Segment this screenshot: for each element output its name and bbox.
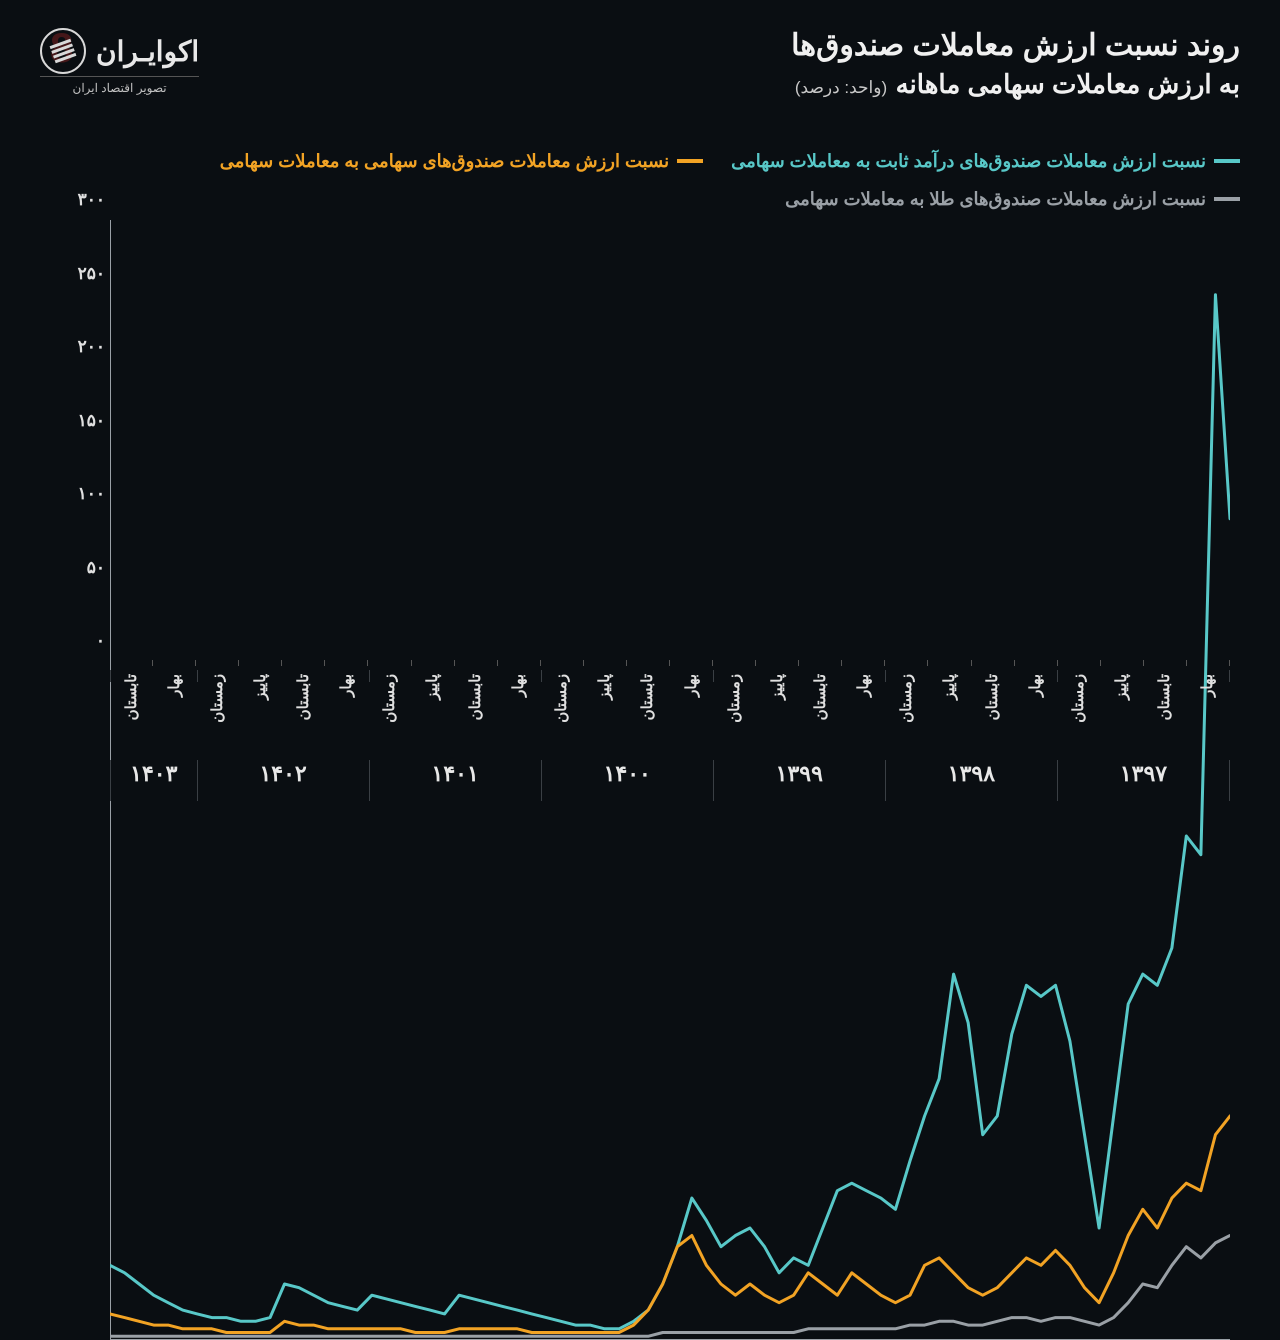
season-label: تابستان (110, 674, 153, 744)
season-label: زمستان (885, 674, 928, 744)
season-label: تابستان (799, 674, 842, 744)
legend-swatch (1214, 159, 1240, 163)
season-label: پاییز (584, 674, 627, 744)
year-label: ۱۳۹۹ (714, 761, 886, 801)
title-line-1: روند نسبت ارزش معاملات صندوق‌ها (791, 28, 1240, 63)
legend-swatch (677, 159, 703, 163)
logo-tagline: تصویر اقتصاد ایران (40, 76, 199, 95)
year-label: ۱۴۰۳ (110, 761, 198, 801)
season-label: زمستان (1058, 674, 1101, 744)
year-label: ۱۴۰۲ (198, 761, 370, 801)
season-label: بهار (498, 674, 541, 744)
legend-swatch (1214, 197, 1240, 201)
y-tick-label: ۳۰۰ (50, 190, 105, 210)
x-axis: بهارتابستانپاییززمستانبهارتابستانپاییززم… (110, 666, 1230, 821)
season-label: تابستان (1144, 674, 1187, 744)
season-label: پاییز (239, 674, 282, 744)
logo-name: اکوایـران (96, 35, 199, 68)
legend-item: نسبت ارزش معاملات صندوق‌های طلا به معامل… (785, 182, 1240, 216)
season-label: بهار (325, 674, 368, 744)
series-gold_funds (110, 1236, 1230, 1337)
season-label: پاییز (412, 674, 455, 744)
year-label: ۱۳۹۷ (1058, 761, 1230, 801)
season-label: زمستان (713, 674, 756, 744)
season-label: پاییز (928, 674, 971, 744)
unit-label: (واحد: درصد) (795, 78, 887, 97)
chart-plot-area (110, 220, 1230, 661)
season-label: تابستان (455, 674, 498, 744)
y-axis: ۰۵۰۱۰۰۱۵۰۲۰۰۲۵۰۳۰۰ (50, 220, 105, 661)
y-tick-label: ۱۰۰ (50, 484, 105, 504)
season-label: زمستان (196, 674, 239, 744)
season-label: پاییز (756, 674, 799, 744)
title-line-2: به ارزش معاملات سهامی ماهانه (896, 69, 1240, 99)
logo-mark-icon (40, 28, 86, 74)
season-label: پاییز (1101, 674, 1144, 744)
year-label: ۱۴۰۱ (370, 761, 542, 801)
y-tick-label: ۱۵۰ (50, 411, 105, 431)
legend-label: نسبت ارزش معاملات صندوق‌های سهامی به معا… (220, 144, 669, 178)
year-labels: ۱۳۹۷۱۳۹۸۱۳۹۹۱۴۰۰۱۴۰۱۱۴۰۲۱۴۰۳ (110, 761, 1230, 801)
title-block: روند نسبت ارزش معاملات صندوق‌ها به ارزش … (791, 28, 1240, 100)
legend-label: نسبت ارزش معاملات صندوق‌های درآمد ثابت ب… (731, 144, 1206, 178)
legend-item: نسبت ارزش معاملات صندوق‌های درآمد ثابت ب… (731, 144, 1240, 178)
y-tick-label: ۵۰ (50, 558, 105, 578)
season-label: بهار (842, 674, 885, 744)
y-tick-label: ۲۰۰ (50, 337, 105, 357)
season-label: زمستان (368, 674, 411, 744)
legend: نسبت ارزش معاملات صندوق‌های درآمد ثابت ب… (100, 140, 1240, 216)
season-label: تابستان (282, 674, 325, 744)
year-label: ۱۳۹۸ (886, 761, 1058, 801)
year-label: ۱۴۰۰ (542, 761, 714, 801)
season-label: تابستان (972, 674, 1015, 744)
season-label: بهار (153, 674, 196, 744)
legend-item: نسبت ارزش معاملات صندوق‌های سهامی به معا… (220, 144, 703, 178)
y-tick-label: ۰ (50, 631, 105, 651)
season-label: زمستان (541, 674, 584, 744)
legend-label: نسبت ارزش معاملات صندوق‌های طلا به معامل… (785, 182, 1206, 216)
season-label: تابستان (627, 674, 670, 744)
season-labels: بهارتابستانپاییززمستانبهارتابستانپاییززم… (110, 674, 1230, 744)
y-tick-label: ۲۵۰ (50, 264, 105, 284)
season-label: بهار (670, 674, 713, 744)
logo: اکوایـران تصویر اقتصاد ایران (40, 28, 199, 95)
season-label: بهار (1187, 674, 1230, 744)
header: روند نسبت ارزش معاملات صندوق‌ها به ارزش … (40, 28, 1240, 100)
season-label: بهار (1015, 674, 1058, 744)
